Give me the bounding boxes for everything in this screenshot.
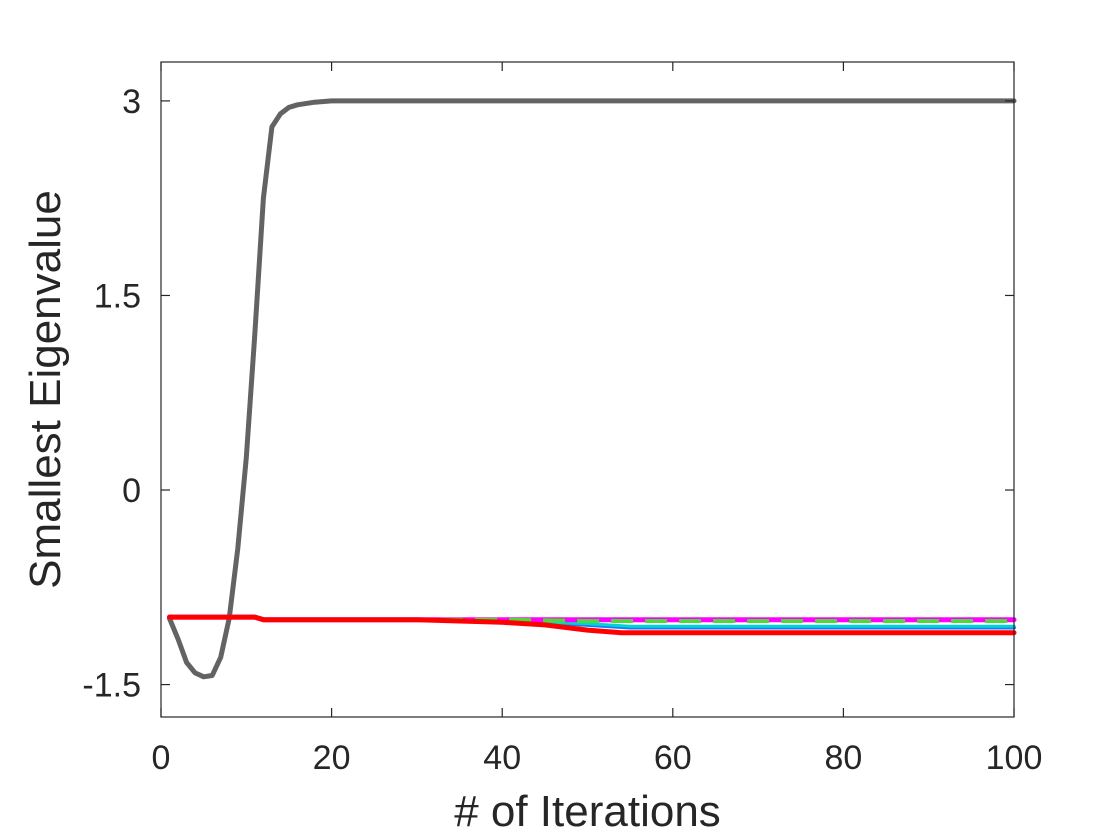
x-tick-label: 40 — [483, 739, 521, 777]
x-tick-label: 100 — [986, 739, 1043, 777]
plot-area — [161, 62, 1014, 717]
series-layer — [167, 98, 1017, 680]
x-axis-title: # of Iterations — [454, 787, 721, 836]
y-tick-label: -1.5 — [82, 667, 141, 705]
y-tick-label: 3 — [122, 83, 141, 121]
y-tick-label: 1.5 — [94, 277, 141, 315]
x-tick-label: 20 — [313, 739, 351, 777]
y-tick-label: 0 — [122, 472, 141, 510]
y-axis-title: Smallest Eigenvalue — [21, 190, 70, 589]
series-line-6 — [167, 614, 1017, 636]
axes-box — [160, 61, 1015, 718]
series-line-1 — [167, 98, 1017, 680]
x-tick-label: 60 — [654, 739, 692, 777]
x-tick-label: 0 — [152, 739, 171, 777]
x-tick-label: 80 — [824, 739, 862, 777]
tick-layer: 0 20 40 60 80 100 -1.5 0 1.5 3 — [82, 62, 1042, 777]
